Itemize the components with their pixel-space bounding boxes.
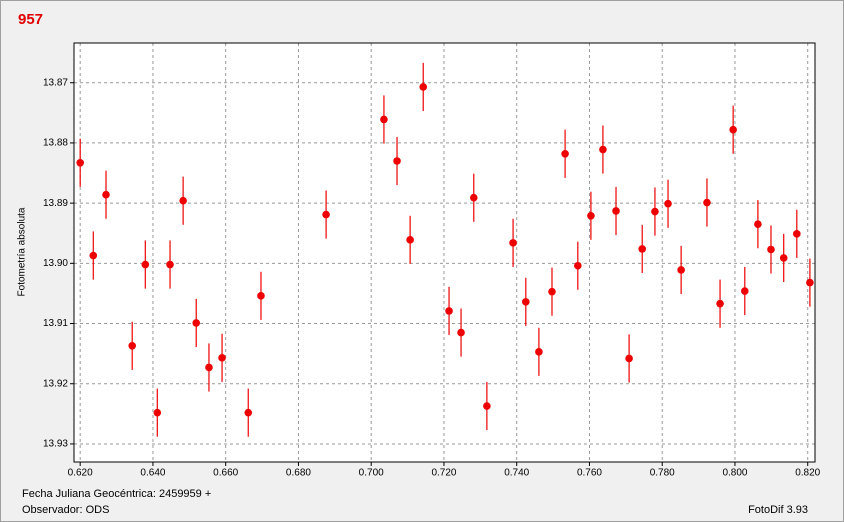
data-point [192,319,201,327]
x-tick-label: 0.640 [140,468,165,479]
data-point [793,230,801,238]
data-point [677,266,685,274]
data-point [179,196,187,205]
data-point [102,190,110,199]
data-point [587,211,595,220]
x-tick-label: 0.700 [359,468,384,479]
data-point [89,251,98,260]
data-point [128,342,137,350]
data-point [380,115,388,124]
data-point [257,292,265,300]
plot-border [73,42,816,463]
x-tick-label: 0.800 [722,468,747,479]
x-tick-label: 0.760 [577,468,602,479]
data-point [535,348,543,356]
data-point [445,307,453,315]
data-point [651,207,659,216]
data-point [483,402,491,410]
data-point [561,149,569,158]
data-point [218,354,226,362]
x-tick-label: 0.680 [286,468,311,479]
data-point [393,157,401,165]
y-axis-label: Fotometría absoluta [17,207,28,296]
data-point [779,254,788,262]
data-point [754,220,762,229]
data-point [716,299,724,308]
y-tick-label: 13.92 [43,378,68,389]
y-tick-label: 13.89 [43,198,68,209]
data-point [205,363,213,372]
data-point [729,125,737,134]
chart-title: 957 [18,11,43,28]
x-tick-label: 0.620 [68,468,93,479]
data-point [322,210,330,219]
data-point [166,260,174,269]
x-tick-label: 0.660 [213,468,238,479]
data-point [612,207,620,215]
software: FotoDif 3.93 [748,504,808,516]
data-point [509,239,517,247]
data-point [548,287,556,296]
y-tick-label: 13.93 [43,439,68,450]
data-point [574,261,582,270]
x-note: Fecha Juliana Geocéntrica: 2459959 + [22,488,211,500]
data-point [244,408,253,417]
y-tick-label: 13.88 [43,138,68,149]
data-point [522,298,530,306]
data-point [599,145,607,154]
x-tick-label: 0.720 [431,468,456,479]
plot-area [74,43,815,462]
x-tick-label: 0.820 [795,468,820,479]
data-point [740,287,749,295]
data-point [76,159,84,167]
data-point [469,193,478,202]
data-point [806,278,814,287]
data-point [406,236,414,244]
y-tick-label: 13.90 [43,258,68,269]
observer: Observador: ODS [22,504,109,516]
data-point [625,354,633,363]
data-point [638,245,647,253]
data-point [141,260,150,269]
data-point [457,328,465,337]
x-tick-label: 0.780 [650,468,675,479]
data-point [664,199,672,208]
x-tick-label: 0.740 [504,468,529,479]
y-tick-label: 13.91 [43,318,68,329]
data-point [419,83,428,91]
data-point [767,245,775,254]
y-tick-label: 13.87 [43,77,68,88]
data-point [703,198,711,207]
data-point [153,408,162,417]
